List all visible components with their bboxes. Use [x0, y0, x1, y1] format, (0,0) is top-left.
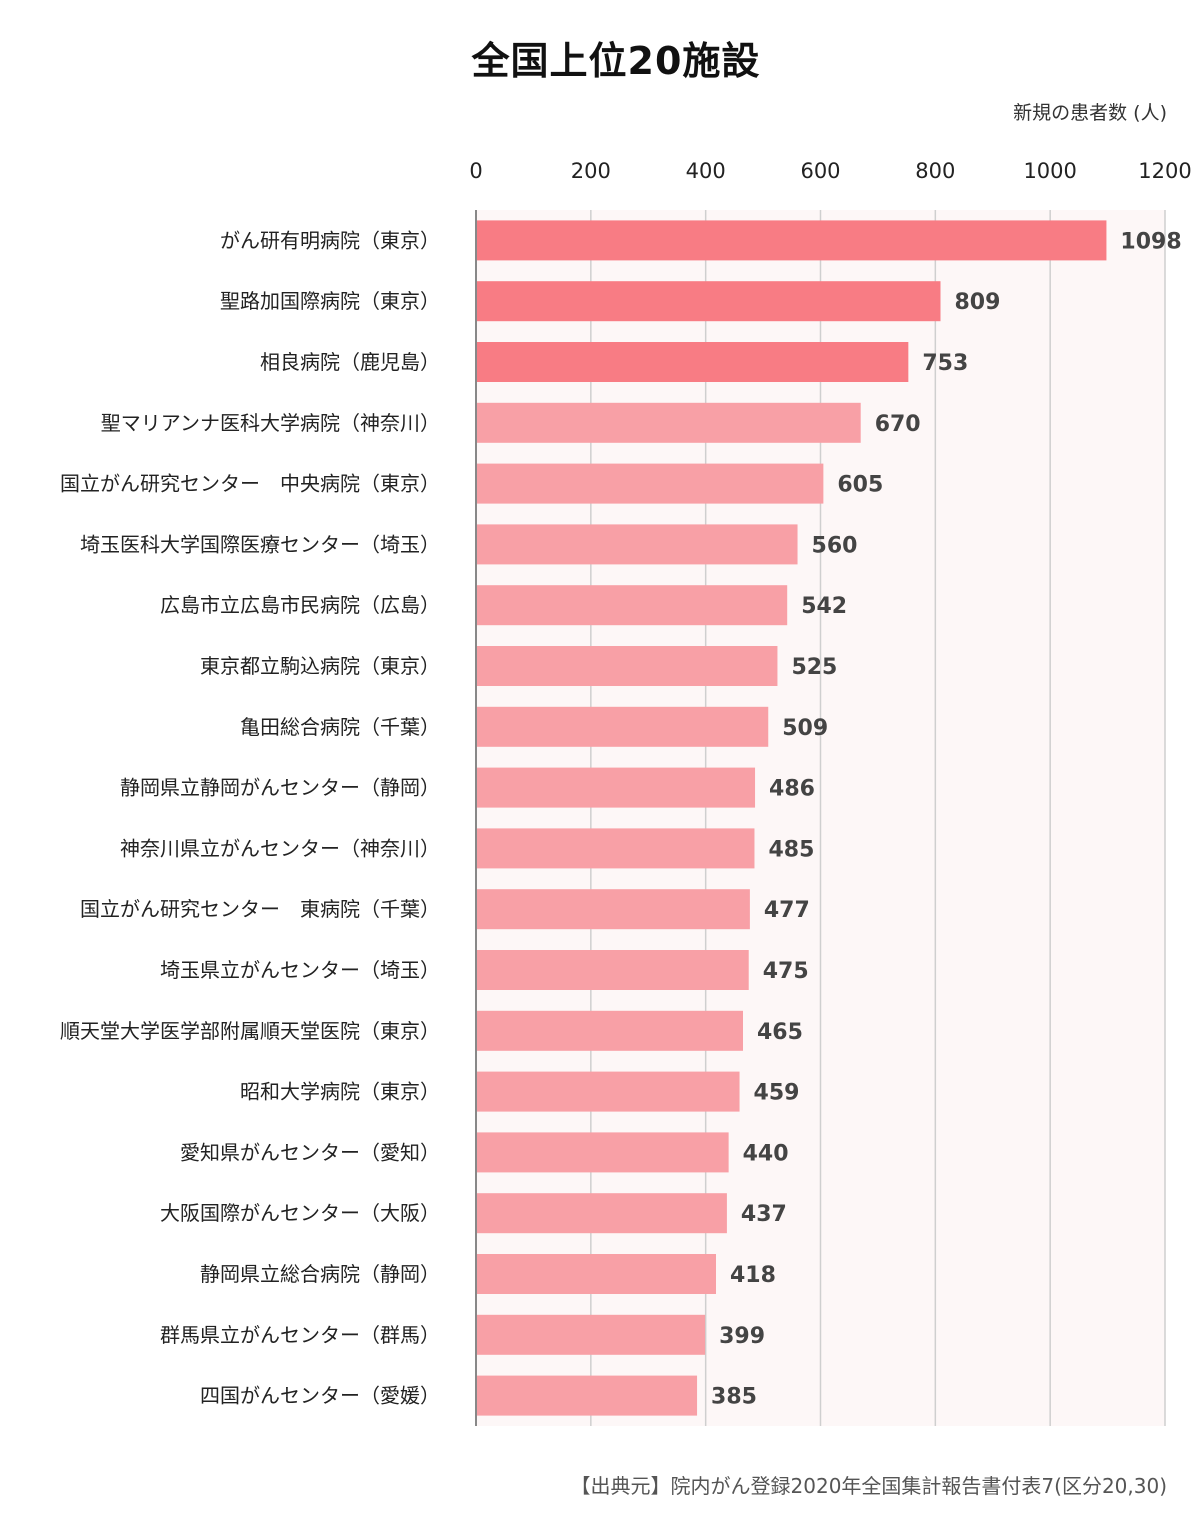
value-label: 385 [711, 1385, 757, 1410]
bar [476, 828, 755, 869]
value-label: 809 [955, 290, 1001, 315]
bar [476, 889, 750, 930]
x-tick-label: 400 [686, 159, 726, 183]
value-label: 418 [730, 1263, 776, 1288]
value-label: 1098 [1120, 229, 1181, 254]
source-note: 【出典元】院内がん登録2020年全国集計報告書付表7(区分20,30) [570, 1474, 1167, 1498]
bar [476, 646, 778, 686]
bar [476, 585, 788, 626]
value-label: 753 [922, 351, 968, 376]
value-label: 670 [875, 412, 921, 437]
bar [476, 1254, 717, 1294]
category-label: 相良病院（鹿児島） [260, 350, 440, 374]
bar [476, 706, 769, 747]
bar [476, 1193, 727, 1234]
category-label: 昭和大学病院（東京） [240, 1080, 440, 1104]
value-label: 440 [743, 1141, 789, 1166]
value-label: 465 [757, 1020, 803, 1045]
category-label: 大阪国際がんセンター（大阪） [160, 1201, 440, 1225]
category-label: 国立がん研究センター 東病院（千葉） [80, 897, 440, 921]
x-tick-label: 1200 [1138, 159, 1191, 183]
category-label: がん研有明病院（東京） [220, 228, 440, 252]
bar [476, 1132, 729, 1173]
value-label: 560 [812, 533, 858, 558]
x-tick-label: 800 [915, 159, 955, 183]
category-label: 神奈川県立がんセンター（神奈川） [120, 836, 440, 860]
category-label: 埼玉県立がんセンター（埼玉） [160, 958, 440, 982]
value-label: 486 [769, 777, 815, 802]
value-label: 542 [801, 594, 847, 619]
bar [476, 463, 824, 504]
x-axis-unit-label: 新規の患者数 (人) [1013, 102, 1167, 124]
bar [476, 1071, 740, 1112]
bar [476, 1314, 706, 1355]
value-label: 525 [791, 655, 837, 680]
category-label: 国立がん研究センター 中央病院（東京） [60, 472, 440, 496]
bar [476, 1375, 698, 1416]
category-label: 群馬県立がんセンター（群馬） [160, 1323, 440, 1347]
bar [476, 281, 941, 322]
bar [476, 767, 756, 808]
bar [476, 524, 798, 565]
bar [476, 220, 1107, 261]
category-label: 静岡県立静岡がんセンター（静岡） [120, 776, 440, 800]
bar [476, 950, 749, 990]
value-label: 459 [754, 1081, 800, 1106]
category-label: 東京都立駒込病院（東京） [200, 654, 440, 678]
value-label: 437 [741, 1202, 787, 1227]
category-label: 亀田総合病院（千葉） [240, 715, 440, 739]
x-tick-label: 0 [469, 159, 482, 183]
category-label: 聖マリアンナ医科大学病院（神奈川） [101, 411, 440, 435]
bar [476, 402, 861, 443]
category-label: 四国がんセンター（愛媛） [200, 1384, 440, 1408]
value-label: 399 [719, 1324, 765, 1349]
value-label: 475 [763, 959, 809, 984]
category-label: 静岡県立総合病院（静岡） [200, 1262, 440, 1286]
category-label: 広島市立広島市民病院（広島） [160, 593, 440, 617]
value-label: 485 [768, 837, 814, 862]
value-label: 509 [782, 716, 828, 741]
category-label: 愛知県がんセンター（愛知） [180, 1140, 440, 1164]
x-tick-label: 200 [571, 159, 611, 183]
bar [476, 342, 909, 382]
category-label: 聖路加国際病院（東京） [220, 289, 440, 313]
category-label: 順天堂大学医学部附属順天堂医院（東京） [60, 1019, 440, 1043]
bar [476, 1010, 743, 1051]
value-label: 605 [837, 473, 883, 498]
category-label: 埼玉医科大学国際医療センター（埼玉） [80, 532, 440, 556]
chart-title: 全国上位20施設 [471, 39, 761, 83]
value-label: 477 [764, 898, 810, 923]
x-tick-label: 600 [800, 159, 840, 183]
x-tick-label: 1000 [1023, 159, 1076, 183]
